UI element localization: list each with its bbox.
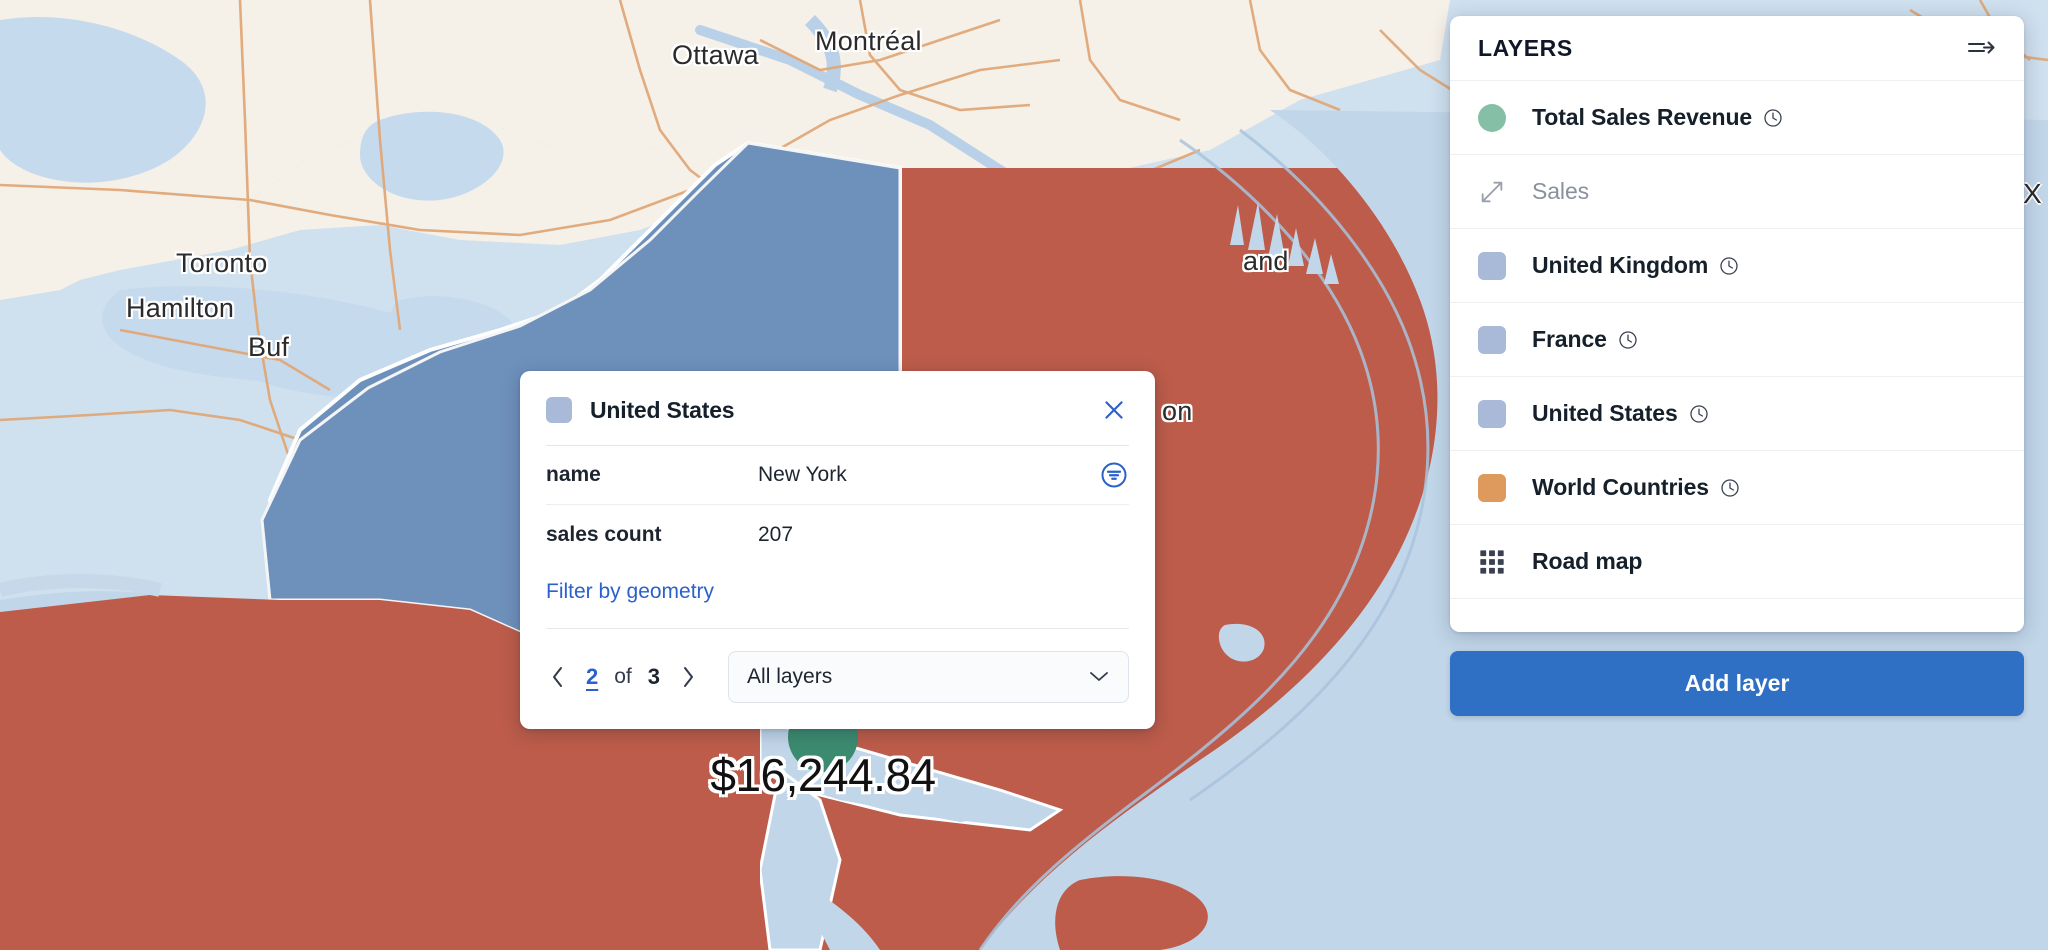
layer-label: Road map (1532, 548, 1643, 574)
clock-icon[interactable] (1719, 256, 1739, 276)
popup-footer: 2 of 3 All layers (520, 629, 1155, 729)
layer-filter-value: All layers (747, 665, 833, 688)
layer-color-swatch (546, 397, 572, 423)
sidebar-item-world-countries[interactable]: World Countries (1450, 451, 2024, 525)
layer-label: France (1532, 326, 1607, 352)
page-title: LAYERS (1478, 34, 1573, 61)
layer-label: Total Sales Revenue (1532, 104, 1753, 130)
filter-circle-icon[interactable] (1089, 460, 1129, 490)
layer-label: United Kingdom (1532, 252, 1709, 278)
divider (546, 628, 1129, 629)
attribute-value: New York (758, 463, 847, 486)
add-layer-button[interactable]: Add layer (1450, 651, 2024, 716)
layer-label: United States (1532, 400, 1678, 426)
current-page[interactable]: 2 (586, 664, 599, 689)
close-icon[interactable] (1099, 395, 1129, 425)
chevron-down-icon (1088, 665, 1110, 689)
square-swatch-icon (1478, 399, 1512, 428)
sidebar-item-united-kingdom[interactable]: United Kingdom (1450, 229, 2024, 303)
divider (546, 445, 1129, 446)
attribute-table: name New York sales count 207 (520, 446, 1155, 564)
sidebar-item-united-states[interactable]: United States (1450, 377, 2024, 451)
clock-icon[interactable] (1618, 330, 1638, 350)
square-swatch-icon (1478, 473, 1512, 502)
circle-swatch-icon (1478, 103, 1512, 132)
pagination: 2 of 3 (546, 662, 700, 692)
expand-diagonal-icon (1478, 178, 1512, 206)
sidebar-item-sales[interactable]: Sales (1450, 155, 2024, 229)
collapse-right-icon[interactable] (1966, 37, 1996, 59)
table-row: name New York (546, 446, 1129, 505)
square-swatch-icon (1478, 251, 1512, 280)
attribute-key: sales count (546, 522, 662, 546)
clock-icon[interactable] (1720, 478, 1740, 498)
chevron-right-icon[interactable] (676, 662, 700, 692)
sidebar-item-total-sales-revenue[interactable]: Total Sales Revenue (1450, 81, 2024, 155)
attribute-key: name (546, 463, 601, 486)
layers-panel-header: LAYERS (1450, 16, 2024, 80)
popup-header: United States (520, 371, 1155, 445)
sidebar-item-road-map[interactable]: Road map (1450, 525, 2024, 599)
sidebar-item-france[interactable]: France (1450, 303, 2024, 377)
table-row: sales count 207 (546, 505, 1129, 564)
grid-basemap-icon (1478, 548, 1512, 576)
total-pages: 3 (647, 664, 661, 689)
attribute-value: 207 (758, 522, 794, 546)
chevron-left-icon[interactable] (546, 662, 570, 692)
popup-title: United States (590, 396, 735, 423)
layer-label: Sales (1532, 178, 1590, 204)
clock-icon[interactable] (1763, 108, 1783, 128)
layer-label: World Countries (1532, 474, 1709, 500)
layer-filter-select[interactable]: All layers (728, 651, 1129, 703)
feature-info-popup: United States name New York sa (520, 371, 1155, 729)
layers-panel: LAYERS Total Sales Revenue (1450, 16, 2024, 632)
pagination-of-label: of (614, 665, 632, 688)
filter-by-geometry-link[interactable]: Filter by geometry (546, 580, 715, 603)
square-swatch-icon (1478, 325, 1512, 354)
clock-icon[interactable] (1689, 404, 1709, 424)
layers-panel-footer (1450, 599, 2024, 632)
layers-list: Total Sales Revenue Sales (1450, 80, 2024, 599)
